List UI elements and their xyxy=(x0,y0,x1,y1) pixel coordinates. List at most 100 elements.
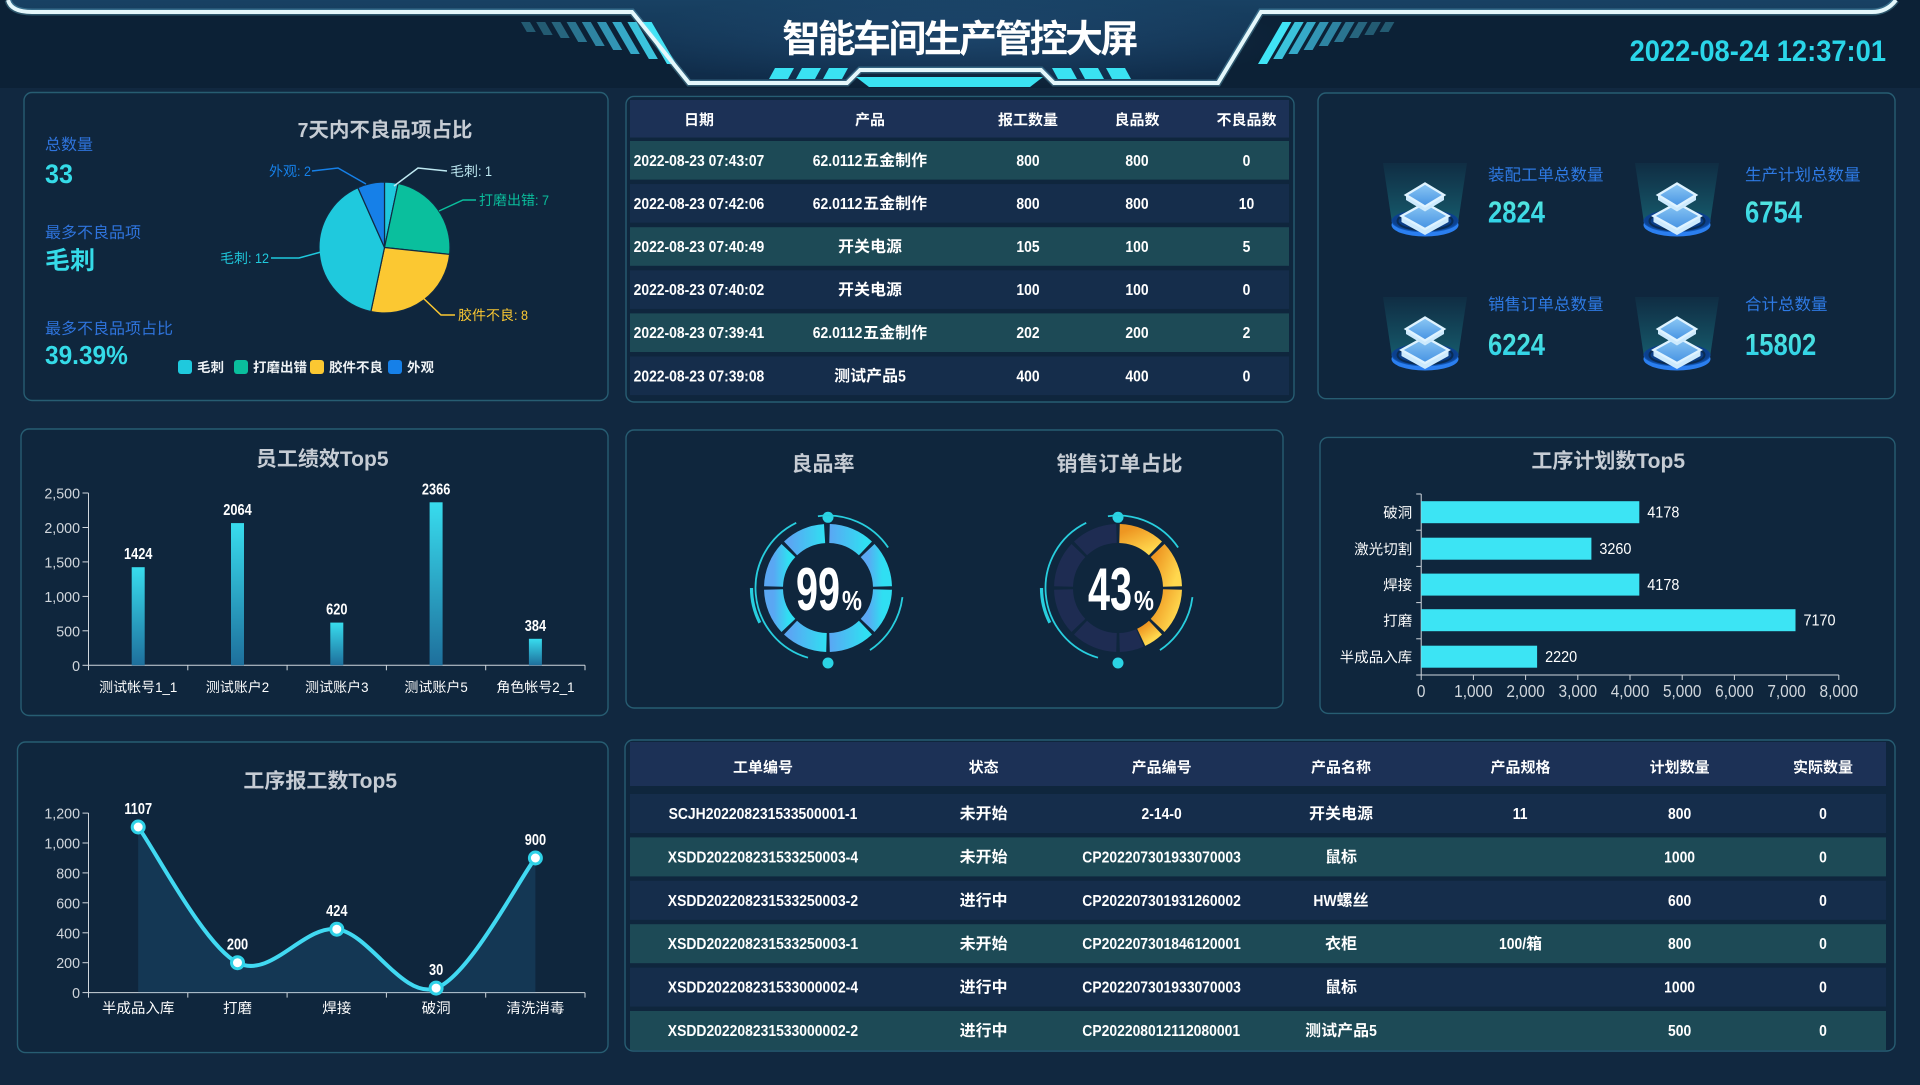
svg-text:0: 0 xyxy=(1243,281,1251,299)
svg-text:800: 800 xyxy=(1668,805,1691,823)
svg-text:800: 800 xyxy=(56,866,80,882)
svg-text:XSDD202208231533250003-4: XSDD202208231533250003-4 xyxy=(668,849,859,867)
svg-text:0: 0 xyxy=(1819,892,1827,910)
svg-text:100: 100 xyxy=(1125,238,1148,256)
svg-text:1_1: 1_1 xyxy=(155,680,177,695)
svg-text:0: 0 xyxy=(72,658,80,674)
svg-text:100: 100 xyxy=(1016,281,1039,299)
svg-text:7: 7 xyxy=(298,120,309,143)
svg-text:0: 0 xyxy=(1417,682,1426,701)
svg-text:SCJH202208231533500001-1: SCJH202208231533500001-1 xyxy=(669,805,858,823)
svg-text:Top5: Top5 xyxy=(1636,450,1685,473)
svg-text:CP202207301933070003: CP202207301933070003 xyxy=(1082,979,1241,997)
svg-text:5: 5 xyxy=(1243,238,1251,256)
svg-text:XSDD202208231533250003-1: XSDD202208231533250003-1 xyxy=(668,935,858,953)
svg-text:%: % xyxy=(842,586,862,617)
svg-text:5: 5 xyxy=(460,680,468,695)
svg-text:200: 200 xyxy=(227,936,248,954)
svg-text:1424: 1424 xyxy=(124,546,152,564)
svg-text:200: 200 xyxy=(56,956,80,972)
svg-text:7,000: 7,000 xyxy=(1767,682,1806,701)
svg-text:CP202208012112080001: CP202208012112080001 xyxy=(1082,1022,1240,1040)
svg-text:1,000: 1,000 xyxy=(44,590,80,606)
svg-text:2022-08-23 07:42:06: 2022-08-23 07:42:06 xyxy=(634,195,765,213)
svg-text:6754: 6754 xyxy=(1745,195,1802,229)
svg-text:4,000: 4,000 xyxy=(1611,682,1650,701)
svg-text:1,000: 1,000 xyxy=(1454,682,1493,701)
svg-text:7170: 7170 xyxy=(1804,612,1836,630)
svg-text:CP202207301931260002: CP202207301931260002 xyxy=(1082,892,1241,910)
svg-text:2,500: 2,500 xyxy=(44,486,80,502)
svg-text:2022-08-23 07:40:49: 2022-08-23 07:40:49 xyxy=(634,238,765,256)
svg-text:2,000: 2,000 xyxy=(44,521,80,537)
svg-text:500: 500 xyxy=(1668,1022,1691,1040)
svg-text:: 2: : 2 xyxy=(297,163,311,179)
svg-text:4178: 4178 xyxy=(1647,504,1679,522)
svg-text:800: 800 xyxy=(1125,195,1148,213)
svg-text:3: 3 xyxy=(361,680,368,695)
svg-text:XSDD202208231533000002-2: XSDD202208231533000002-2 xyxy=(668,1022,858,1040)
svg-text:Top5: Top5 xyxy=(348,770,397,793)
svg-text:8,000: 8,000 xyxy=(1820,682,1859,701)
svg-text:620: 620 xyxy=(326,601,347,619)
svg-text:6,000: 6,000 xyxy=(1715,682,1754,701)
svg-text:1000: 1000 xyxy=(1664,849,1695,867)
svg-text:XSDD202208231533250003-2: XSDD202208231533250003-2 xyxy=(668,892,858,910)
svg-text:1,200: 1,200 xyxy=(44,806,80,822)
svg-text:384: 384 xyxy=(525,618,546,636)
svg-text:1107: 1107 xyxy=(124,801,152,819)
svg-text:202: 202 xyxy=(1016,324,1039,342)
svg-text:5: 5 xyxy=(898,367,906,385)
svg-text:62.0112: 62.0112 xyxy=(813,195,863,213)
svg-text:39.39%: 39.39% xyxy=(45,341,128,370)
svg-text:62.0112: 62.0112 xyxy=(813,152,863,170)
svg-text:800: 800 xyxy=(1016,195,1039,213)
svg-text:CP202207301846120001: CP202207301846120001 xyxy=(1082,935,1241,953)
svg-text:800: 800 xyxy=(1668,935,1691,953)
svg-text:0: 0 xyxy=(1819,979,1827,997)
svg-text:2022-08-24 12:37:01: 2022-08-24 12:37:01 xyxy=(1630,35,1886,68)
svg-text:2-14-0: 2-14-0 xyxy=(1142,805,1182,823)
svg-text:11: 11 xyxy=(1513,805,1528,823)
svg-text:33: 33 xyxy=(45,158,73,189)
svg-text:100: 100 xyxy=(1125,281,1148,299)
svg-text:0: 0 xyxy=(1819,849,1827,867)
svg-text:%: % xyxy=(1134,586,1154,617)
svg-text:5,000: 5,000 xyxy=(1663,682,1702,701)
svg-text:CP202207301933070003: CP202207301933070003 xyxy=(1082,849,1241,867)
svg-text:2366: 2366 xyxy=(422,481,450,499)
svg-text:2022-08-23 07:39:08: 2022-08-23 07:39:08 xyxy=(634,367,765,385)
svg-text:2: 2 xyxy=(1243,324,1251,342)
svg-text:2,000: 2,000 xyxy=(1506,682,1545,701)
svg-text:0: 0 xyxy=(1243,152,1251,170)
svg-text:1000: 1000 xyxy=(1664,979,1695,997)
svg-text:2022-08-23 07:39:41: 2022-08-23 07:39:41 xyxy=(634,324,765,342)
svg-text:2_1: 2_1 xyxy=(552,680,574,695)
svg-text:2064: 2064 xyxy=(223,502,251,520)
svg-text:: 12: : 12 xyxy=(248,250,269,266)
svg-text:600: 600 xyxy=(56,896,80,912)
svg-text:500: 500 xyxy=(56,624,80,640)
svg-text:HW: HW xyxy=(1313,892,1337,910)
svg-text:200: 200 xyxy=(1125,324,1148,342)
svg-text:0: 0 xyxy=(1819,935,1827,953)
svg-text:1,500: 1,500 xyxy=(44,555,80,571)
svg-text:600: 600 xyxy=(1668,892,1691,910)
svg-text:10: 10 xyxy=(1239,195,1254,213)
svg-text:XSDD202208231533000002-4: XSDD202208231533000002-4 xyxy=(668,979,859,997)
svg-text:105: 105 xyxy=(1016,238,1039,256)
svg-text:800: 800 xyxy=(1125,152,1148,170)
svg-text:: 8: : 8 xyxy=(514,307,528,323)
svg-text:0: 0 xyxy=(1819,1022,1827,1040)
svg-text:: 7: : 7 xyxy=(535,192,549,208)
svg-text:99: 99 xyxy=(796,556,840,623)
svg-text:0: 0 xyxy=(72,986,80,1002)
svg-text:: 1: : 1 xyxy=(478,163,492,179)
svg-text:100/: 100/ xyxy=(1499,935,1527,953)
svg-text:900: 900 xyxy=(525,832,546,850)
svg-text:0: 0 xyxy=(1819,805,1827,823)
svg-text:800: 800 xyxy=(1016,152,1039,170)
svg-text:3,000: 3,000 xyxy=(1559,682,1598,701)
svg-text:2022-08-23 07:43:07: 2022-08-23 07:43:07 xyxy=(634,152,765,170)
svg-text:5: 5 xyxy=(1369,1022,1377,1040)
